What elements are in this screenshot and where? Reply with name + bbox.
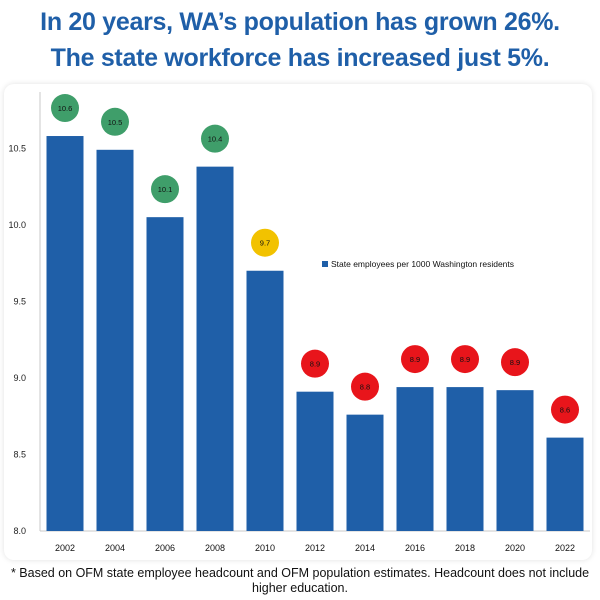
- data-label: 10.1: [158, 185, 173, 194]
- y-tick-label: 9.5: [13, 296, 26, 306]
- data-label: 9.7: [260, 239, 270, 248]
- data-label-badge: [351, 372, 379, 401]
- bar: [96, 149, 134, 531]
- bar: [396, 387, 434, 531]
- x-tick-label: 2008: [205, 543, 225, 553]
- bar: [146, 217, 184, 531]
- data-label-badge: [501, 348, 529, 377]
- x-tick-label: 2020: [505, 543, 525, 553]
- bar: [546, 437, 584, 531]
- x-tick-label: 2014: [355, 543, 375, 553]
- data-label: 8.9: [410, 355, 420, 364]
- legend-swatch: [322, 261, 328, 267]
- bar: [446, 387, 484, 531]
- data-label-badge: [301, 349, 329, 378]
- bar: [496, 390, 534, 531]
- data-label: 10.5: [108, 118, 123, 127]
- y-tick-label: 10.0: [8, 220, 26, 230]
- bar: [46, 136, 84, 531]
- data-label: 8.9: [310, 360, 320, 369]
- data-label: 10.4: [208, 135, 223, 144]
- bar: [296, 391, 334, 531]
- bar: [196, 166, 234, 532]
- bar: [246, 270, 284, 531]
- y-tick-label: 10.5: [8, 143, 26, 153]
- data-label-badge: [401, 345, 429, 374]
- data-label-badge: [201, 124, 229, 153]
- x-tick-label: 2006: [155, 543, 175, 553]
- data-label-badge: [101, 107, 129, 136]
- y-tick-label: 9.0: [13, 373, 26, 383]
- chart-title-line-1: In 20 years, WA’s population has grown 2…: [40, 8, 560, 36]
- y-tick-label: 8.5: [13, 449, 26, 459]
- data-label: 10.6: [58, 104, 73, 113]
- data-label: 8.6: [560, 406, 570, 415]
- chart-title-line-2: The state workforce has increased just 5…: [50, 44, 550, 72]
- x-tick-label: 2012: [305, 543, 325, 553]
- y-tick-label: 8.0: [13, 526, 26, 536]
- x-tick-label: 2016: [405, 543, 425, 553]
- x-tick-label: 2004: [105, 543, 125, 553]
- data-label: 8.9: [460, 355, 470, 364]
- data-label: 8.9: [510, 358, 520, 367]
- data-label-badge: [451, 345, 479, 374]
- x-tick-label: 2002: [55, 543, 75, 553]
- data-label-badge: [51, 94, 79, 123]
- data-label-badge: [551, 395, 579, 424]
- data-label: 8.8: [360, 383, 370, 392]
- footnote: * Based on OFM state employee headcount …: [10, 566, 590, 595]
- x-tick-label: 2018: [455, 543, 475, 553]
- data-label-badge: [151, 175, 179, 204]
- x-tick-label: 2010: [255, 543, 275, 553]
- legend-label: State employees per 1000 Washington resi…: [331, 259, 514, 269]
- data-label-badge: [251, 228, 279, 257]
- x-tick-label: 2022: [555, 543, 575, 553]
- bar: [346, 414, 384, 531]
